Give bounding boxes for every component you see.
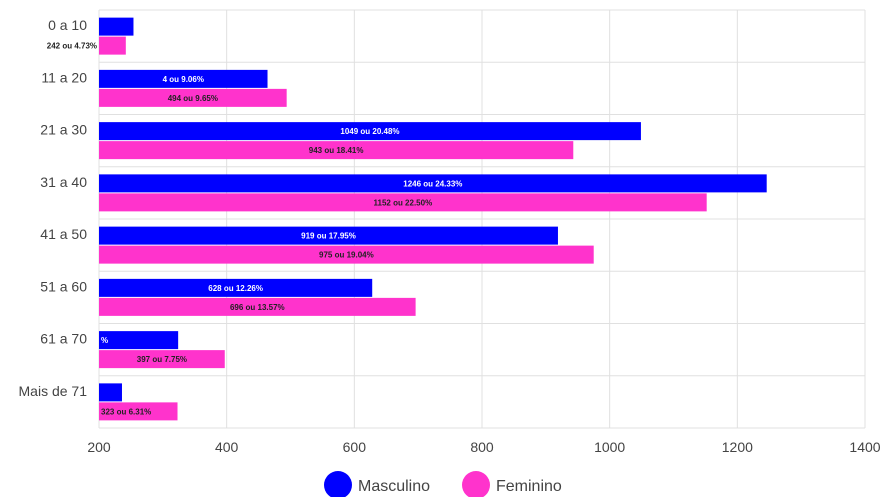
bar-masculino: [99, 122, 641, 141]
category-label: 41 a 50: [40, 226, 87, 242]
bar-feminino: [99, 297, 416, 316]
legend-marker-masculino: [324, 471, 352, 497]
x-tick-label: 1400: [849, 439, 880, 455]
category-label: Mais de 71: [19, 383, 88, 399]
bar-feminino: [99, 350, 225, 369]
bar-feminino: [99, 141, 574, 160]
x-tick-label: 800: [470, 439, 494, 455]
bar-masculino: [99, 226, 558, 245]
category-label: 31 a 40: [40, 174, 87, 190]
x-tick-label: 400: [215, 439, 239, 455]
data-label-feminino: 696 ou 13.57%: [230, 303, 285, 312]
bar-masculino: [99, 278, 373, 297]
bar-masculino: [99, 331, 179, 350]
bar-masculino: [99, 17, 134, 36]
bar-feminino: [99, 402, 178, 421]
data-label-feminino: 242 ou 4.73%: [47, 42, 97, 51]
x-tick-label: 1200: [722, 439, 753, 455]
data-label-masculino: 919 ou 17.95%: [301, 232, 356, 241]
bar-feminino: [99, 245, 594, 264]
data-label-feminino: 1152 ou 22.50%: [373, 198, 432, 207]
bar-feminino: [99, 193, 707, 212]
data-label-feminino: 943 ou 18.41%: [309, 146, 364, 155]
x-tick-label: 600: [343, 439, 367, 455]
bar-feminino: [99, 88, 287, 107]
category-label: 11 a 20: [41, 69, 87, 85]
data-label-masculino: 628 ou 12.26%: [208, 284, 263, 293]
category-label: 51 a 60: [40, 278, 87, 294]
bar-masculino: [99, 383, 122, 402]
bar-masculino: [99, 69, 268, 88]
data-label-feminino: 397 ou 7.75%: [137, 355, 187, 364]
bar-feminino: [99, 36, 126, 55]
category-label: 21 a 30: [40, 122, 87, 138]
data-label-feminino: 975 ou 19.04%: [319, 251, 374, 260]
bar-masculino: [99, 174, 767, 193]
x-tick-label: 1000: [594, 439, 625, 455]
legend-label-masculino: Masculino: [358, 478, 430, 495]
data-label-masculino: %: [101, 336, 108, 345]
legend-label-feminino: Feminino: [496, 478, 562, 495]
category-label: 61 a 70: [40, 331, 87, 347]
data-label-feminino: 323 ou 6.31%: [101, 407, 151, 416]
data-label-masculino: 1049 ou 20.48%: [340, 127, 399, 136]
category-label: 0 a 10: [48, 17, 87, 33]
legend-marker-feminino: [462, 471, 490, 497]
data-label-masculino: 4 ou 9.06%: [163, 75, 204, 84]
x-tick-label: 200: [87, 439, 111, 455]
data-label-feminino: 494 ou 9.65%: [168, 94, 218, 103]
data-label-masculino: 1246 ou 24.33%: [403, 179, 462, 188]
